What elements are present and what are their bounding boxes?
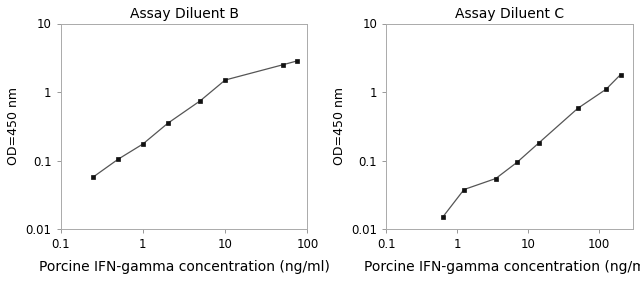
Y-axis label: OD=450 nm: OD=450 nm	[333, 87, 346, 166]
Title: Assay Diluent C: Assay Diluent C	[455, 7, 564, 21]
Y-axis label: OD=450 nm: OD=450 nm	[7, 87, 20, 166]
X-axis label: Porcine IFN-gamma concentration (ng/ml): Porcine IFN-gamma concentration (ng/ml)	[364, 260, 640, 274]
Title: Assay Diluent B: Assay Diluent B	[129, 7, 239, 21]
X-axis label: Porcine IFN-gamma concentration (ng/ml): Porcine IFN-gamma concentration (ng/ml)	[38, 260, 330, 274]
